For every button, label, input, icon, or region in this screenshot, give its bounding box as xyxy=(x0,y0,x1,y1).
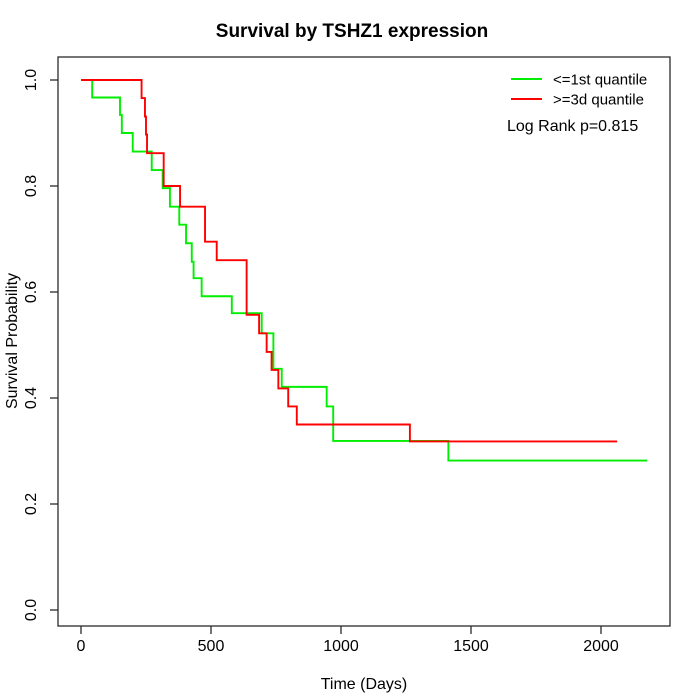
survival-curve-low-expression xyxy=(81,79,648,462)
y-axis-ticks: 0.0 0.2 0.4 0.6 0.8 1.0 xyxy=(23,69,58,621)
y-tick-label: 0.4 xyxy=(23,387,40,409)
chart-title: Survival by TSHZ1 expression xyxy=(216,21,488,42)
x-tick-label: 500 xyxy=(198,638,225,655)
y-tick-label: 1.0 xyxy=(23,69,40,91)
y-axis-label: Survival Probability xyxy=(4,273,21,409)
legend: Log Rank p=0.815 <=1st quantile >=3d quan… xyxy=(507,72,647,136)
legend-label: <=1st quantile xyxy=(553,72,647,89)
y-tick-label: 0.6 xyxy=(23,281,40,303)
y-tick-label: 0.0 xyxy=(23,599,40,621)
survival-curves xyxy=(81,79,648,462)
y-tick-label: 0.8 xyxy=(23,175,40,197)
x-tick-label: 2000 xyxy=(583,638,619,655)
plot-border xyxy=(57,56,671,627)
x-tick-label: 1500 xyxy=(453,638,489,655)
x-tick-label: 1000 xyxy=(323,638,359,655)
x-axis-label: Time (Days) xyxy=(321,676,408,693)
survival-curve-high-expression xyxy=(81,79,618,443)
x-tick-label: 0 xyxy=(77,638,86,655)
legend-label: >=3d quantile xyxy=(553,92,644,109)
x-axis-ticks: 0 500 1000 1500 2000 xyxy=(77,626,619,655)
log-rank-p-value: Log Rank p=0.815 xyxy=(507,118,638,135)
y-tick-label: 0.2 xyxy=(23,493,40,515)
